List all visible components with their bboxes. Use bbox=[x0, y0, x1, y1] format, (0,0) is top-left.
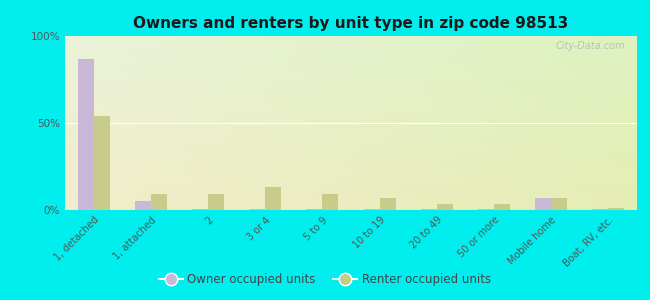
Bar bbox=[437, 204, 453, 210]
Bar bbox=[94, 116, 110, 210]
Bar bbox=[494, 204, 510, 210]
Bar bbox=[535, 198, 551, 210]
Bar bbox=[551, 198, 567, 210]
Bar bbox=[478, 209, 494, 210]
Bar bbox=[421, 209, 437, 210]
Bar bbox=[592, 209, 608, 210]
Bar bbox=[77, 58, 94, 210]
Legend: Owner occupied units, Renter occupied units: Owner occupied units, Renter occupied un… bbox=[154, 269, 496, 291]
Bar bbox=[265, 188, 281, 210]
Bar bbox=[208, 194, 224, 210]
Bar bbox=[363, 209, 380, 210]
Bar bbox=[306, 209, 322, 210]
Title: Owners and renters by unit type in zip code 98513: Owners and renters by unit type in zip c… bbox=[133, 16, 569, 31]
Bar bbox=[608, 208, 625, 210]
Bar bbox=[151, 194, 167, 210]
Text: City-Data.com: City-Data.com bbox=[556, 41, 625, 51]
Bar bbox=[192, 209, 208, 210]
Bar bbox=[135, 201, 151, 210]
Bar bbox=[380, 198, 396, 210]
Bar bbox=[249, 209, 265, 210]
Bar bbox=[322, 194, 339, 210]
